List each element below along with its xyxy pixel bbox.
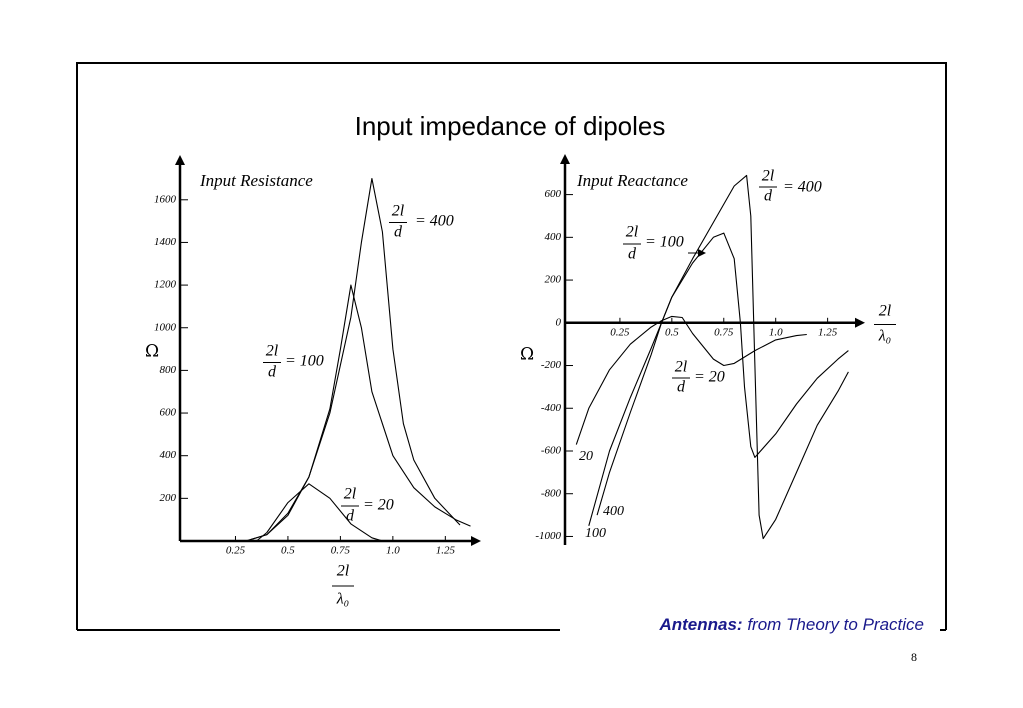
x-label-top: 2l [337, 563, 350, 580]
series-end-label: 100 [585, 526, 606, 541]
series-end-label: 400 [603, 504, 624, 519]
y-axis-label: Ω [145, 342, 159, 362]
series-label: = 400 [415, 213, 454, 230]
x-tick-label: 1.0 [386, 545, 400, 557]
x-tick-label: 0.25 [610, 326, 630, 338]
y-tick-label: 200 [545, 274, 562, 286]
ratio-bottom: d [677, 379, 686, 396]
series-line [596, 174, 849, 540]
ratio-top: 2l [266, 343, 279, 360]
page-number: 8 [911, 650, 917, 664]
y-tick-label: 600 [545, 188, 562, 200]
x-tick-label: 0.25 [226, 545, 246, 557]
x-tick-label: 0.5 [665, 326, 679, 338]
y-tick-label: -200 [541, 359, 562, 371]
y-tick-label: 800 [160, 364, 177, 376]
x-tick-label: 1.25 [818, 326, 838, 338]
ratio-bottom: d [764, 188, 773, 205]
series-end-label: 20 [579, 449, 593, 464]
y-tick-label: 1400 [154, 236, 177, 248]
ratio-top: 2l [344, 486, 357, 503]
y-tick-label: 400 [160, 449, 177, 461]
series-line [245, 284, 471, 542]
ratio-bottom: d [628, 246, 637, 263]
series-line [588, 232, 849, 526]
chart-title: Input Reactance [576, 171, 688, 190]
y-axis-arrow [560, 154, 570, 164]
series-label: = 400 [783, 179, 822, 196]
x-label-bottom: λ₀ [878, 328, 892, 345]
slide-title: Input impedance of dipoles [355, 111, 666, 141]
ratio-bottom: d [346, 508, 355, 525]
series-label: = 100 [285, 353, 324, 370]
y-tick-label: 600 [160, 407, 177, 419]
y-axis-label: Ω [520, 345, 534, 365]
series-line [575, 315, 807, 445]
ratio-bottom: d [268, 364, 277, 381]
ratio-bottom: d [394, 224, 403, 241]
series-line [256, 483, 383, 542]
x-tick-label: 1.25 [436, 545, 456, 557]
series-line [245, 177, 461, 542]
y-tick-label: 400 [545, 231, 562, 243]
series-label: = 20 [694, 369, 725, 386]
ratio-top: 2l [392, 203, 405, 220]
ratio-top: 2l [626, 224, 639, 241]
annotation-arrowhead [698, 249, 706, 257]
y-tick-label: -800 [541, 487, 562, 499]
y-tick-label: 0 [556, 316, 562, 328]
y-tick-label: 1000 [154, 321, 177, 333]
x-tick-label: 1.0 [769, 326, 783, 338]
footer-italic: from Theory to Practice [747, 615, 924, 634]
y-axis-arrow [175, 155, 185, 165]
y-tick-label: 1200 [154, 279, 177, 291]
y-tick-label: 1600 [154, 193, 177, 205]
x-tick-label: 0.75 [331, 545, 351, 557]
x-axis-arrow [855, 317, 865, 328]
ratio-top: 2l [762, 168, 775, 185]
x-tick-label: 0.5 [281, 545, 295, 557]
x-axis-arrow [471, 536, 481, 546]
y-tick-label: 200 [160, 492, 177, 504]
chart-title: Input Resistance [199, 171, 313, 190]
y-tick-label: -400 [541, 402, 562, 414]
y-tick-label: -1000 [535, 530, 561, 542]
footer-bold: Antennas: [658, 615, 742, 634]
series-label: = 20 [363, 497, 394, 514]
series-label: = 100 [645, 234, 684, 251]
slide-frame [76, 62, 947, 631]
x-label-top: 2l [879, 303, 892, 320]
footer: Antennas: from Theory to Practice [658, 615, 924, 634]
y-tick-label: -600 [541, 445, 562, 457]
x-tick-label: 0.75 [714, 326, 734, 338]
x-label-bottom: λ₀ [336, 591, 350, 608]
ratio-top: 2l [675, 359, 688, 376]
